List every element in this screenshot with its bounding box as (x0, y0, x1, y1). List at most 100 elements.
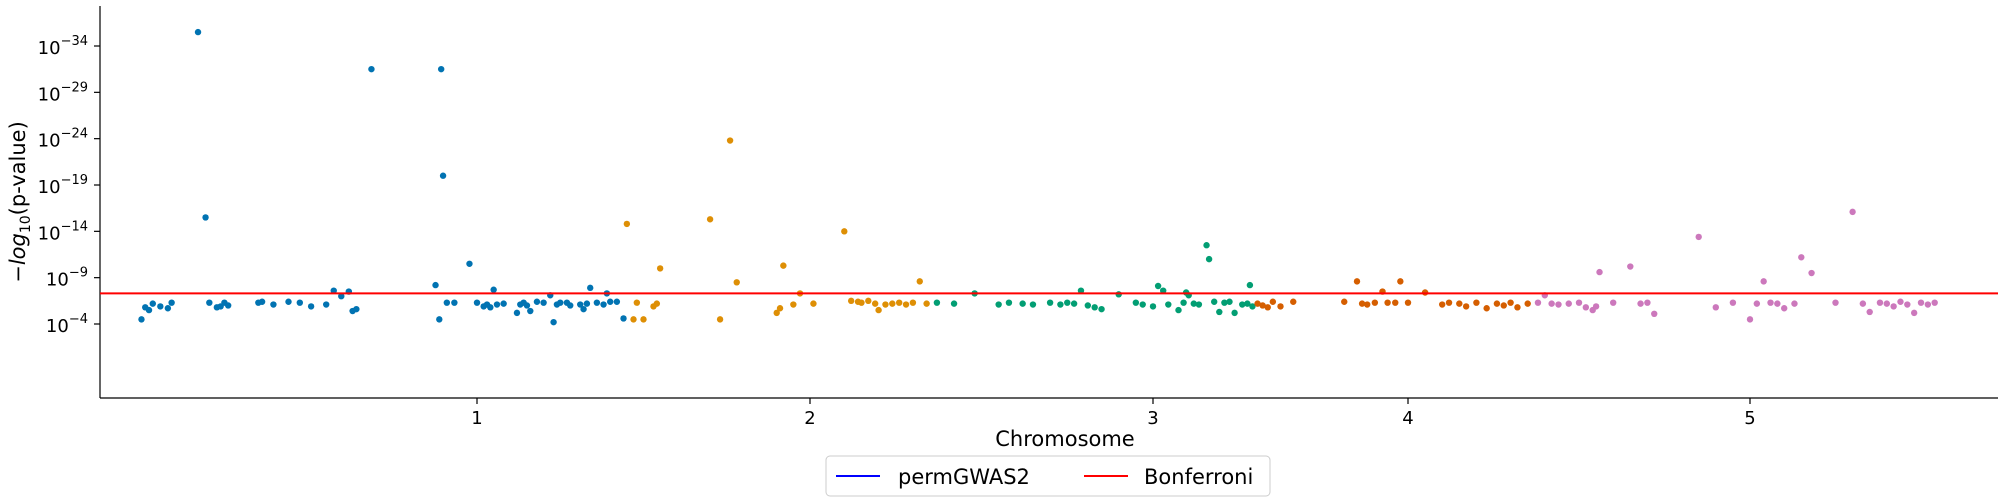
data-point-chr3 (1091, 304, 1098, 311)
data-point-chr2 (656, 265, 664, 272)
data-point-chr2 (916, 278, 923, 285)
data-point-chr3 (950, 300, 958, 307)
data-point-chr1 (202, 214, 209, 221)
x-axis-title: Chromosome (995, 427, 1134, 451)
legend-label-bonferroni: Bonferroni (1144, 465, 1253, 489)
data-point-chr1 (613, 298, 621, 305)
data-point-chr5 (1883, 300, 1891, 307)
data-point-chr5 (1555, 301, 1562, 308)
data-point-chr1 (149, 300, 156, 307)
data-point-chr4 (1259, 302, 1266, 309)
data-point-chr4 (1524, 300, 1531, 307)
data-point-chr3 (1064, 299, 1071, 306)
data-point-chr2 (630, 316, 637, 323)
data-point-chr4 (1397, 278, 1404, 285)
data-point-chr1 (490, 286, 497, 293)
data-point-chr4 (1277, 303, 1284, 310)
data-point-chr3 (1221, 299, 1228, 306)
data-point-chr1 (437, 65, 445, 73)
y-tick-label: 10−29 (38, 80, 88, 105)
x-tick-label: 2 (804, 408, 815, 429)
data-point-chr5 (1592, 303, 1600, 310)
data-point-chr5 (1890, 303, 1897, 310)
legend-frame (825, 455, 1271, 497)
data-point-chr3 (1084, 302, 1092, 309)
data-point-chr2 (623, 220, 631, 228)
data-point-chr4 (1493, 300, 1501, 307)
data-point-chr4 (1392, 299, 1399, 306)
data-point-chr1 (307, 303, 315, 310)
data-point-chr5 (1627, 263, 1634, 270)
data-point-chr3 (1211, 298, 1218, 305)
data-point-chr5 (1849, 208, 1856, 216)
data-point-chr4 (1353, 278, 1361, 285)
data-point-chr5 (1644, 299, 1651, 306)
data-point-chr5 (1917, 299, 1925, 306)
data-point-chr1 (330, 287, 337, 294)
data-point-chr1 (533, 298, 541, 305)
data-point-chr2 (780, 262, 787, 269)
x-tick-label: 1 (471, 408, 482, 429)
data-point-chr5 (1565, 300, 1572, 307)
data-point-chr2 (790, 301, 797, 308)
data-point-chr2 (882, 301, 889, 308)
y-tick-label: 10−14 (38, 219, 88, 244)
data-point-chr3 (1203, 242, 1210, 249)
data-point-chr2 (716, 316, 724, 323)
legend: permGWAS2 Bonferroni (825, 455, 1271, 497)
data-point-chr3 (1057, 301, 1064, 308)
data-point-chr3 (1005, 299, 1013, 306)
data-point-chr5 (1767, 299, 1774, 306)
data-point-chr5 (1781, 305, 1788, 312)
y-tick-label: 10−34 (38, 34, 88, 59)
data-point-chr3 (1077, 287, 1085, 294)
data-point-chr1 (338, 293, 345, 300)
data-point-chr1 (493, 301, 501, 308)
data-point-chr1 (500, 300, 507, 307)
data-point-chr1 (194, 28, 202, 36)
data-point-chr1 (157, 303, 164, 310)
data-point-chr3 (1132, 299, 1140, 306)
data-point-chr5 (1753, 300, 1761, 307)
data-point-chr3 (1160, 287, 1167, 294)
y-axis-ticks: 10−34 10−29 10−24 10−19 10−14 10−9 10−4 (38, 34, 100, 337)
data-point-chr1 (258, 298, 266, 305)
data-point-chr5 (1832, 299, 1839, 306)
data-point-chr2 (895, 299, 903, 306)
data-point-chr3 (1216, 308, 1223, 316)
data-point-chr2 (706, 216, 714, 223)
data-point-chr3 (995, 301, 1002, 308)
data-point-chr5 (1534, 299, 1542, 306)
data-point-chr5 (1791, 300, 1798, 307)
data-points (138, 28, 1938, 326)
x-axis-ticks: 1 2 3 4 5 (471, 398, 1756, 429)
data-point-chr1 (168, 299, 175, 306)
data-point-chr3 (1239, 301, 1246, 308)
data-point-chr1 (600, 301, 607, 308)
y-tick-label: 10−24 (38, 127, 88, 152)
data-point-chr3 (1231, 309, 1238, 317)
data-point-chr2 (871, 300, 879, 307)
data-point-chr5 (1582, 304, 1590, 311)
data-point-chr1 (323, 301, 330, 308)
data-point-chr5 (1596, 268, 1603, 276)
data-point-chr2 (858, 299, 865, 306)
y-axis-title: −log10(p-value) (6, 121, 34, 283)
data-point-chr1 (523, 302, 531, 309)
data-point-chr3 (1046, 299, 1054, 306)
data-point-chr1 (587, 284, 594, 292)
data-point-chr4 (1290, 298, 1297, 305)
data-point-chr1 (285, 298, 292, 305)
data-point-chr1 (527, 307, 534, 315)
data-point-chr4 (1254, 300, 1261, 307)
data-point-chr2 (889, 300, 896, 307)
plot-area: 10−34 10−29 10−24 10−19 10−14 10−9 10−4 1 2 3 4 5 (38, 6, 1998, 429)
data-point-chr4 (1483, 305, 1490, 312)
data-point-chr2 (773, 309, 780, 317)
x-tick-label: 4 (1402, 408, 1413, 429)
data-point-chr1 (487, 304, 494, 311)
data-point-chr1 (593, 299, 601, 306)
data-point-chr1 (466, 260, 473, 267)
data-point-chr5 (1924, 301, 1932, 308)
data-point-chr4 (1384, 299, 1391, 306)
